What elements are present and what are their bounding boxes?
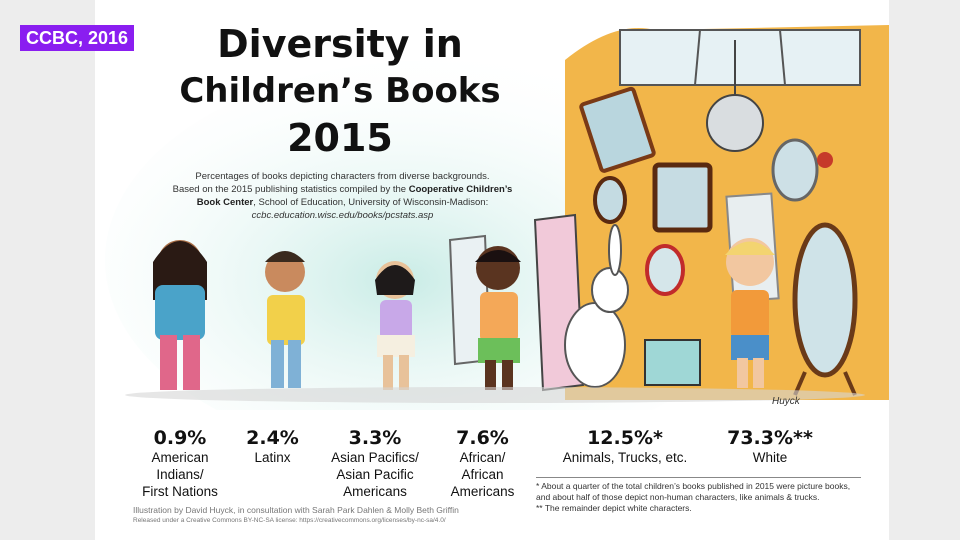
stat-value: 73.3%** — [727, 427, 813, 449]
wall-mirror — [771, 138, 819, 202]
illustration-credit: Illustration by David Huyck, in consulta… — [133, 505, 459, 515]
stat-label: Americans — [343, 484, 407, 499]
page-title: Diversity in Children’s Books 2015 — [179, 22, 501, 160]
child-figure — [375, 261, 415, 390]
source-url: ccbc.education.wisc.edu/books/pcstats.as… — [251, 210, 434, 221]
stat-label: Asian Pacifics/ — [331, 450, 419, 465]
stat-label: Asian Pacific — [336, 467, 414, 482]
child-figure — [725, 238, 775, 388]
wall-mirror — [579, 86, 656, 173]
caption: Percentages of books depicting character… — [140, 170, 545, 222]
stat-label: Americans — [450, 484, 515, 499]
wall-mirror — [652, 162, 713, 233]
standing-mirror — [792, 222, 858, 378]
stat-latinx: 2.4% Latinx — [240, 427, 305, 466]
footnotes: * About a quarter of the total children’… — [536, 477, 861, 514]
stat-african: 7.6% African/ African Americans — [440, 427, 525, 500]
artist-signature: Huyck — [772, 396, 800, 407]
footnote-animals: * About a quarter of the total children’… — [536, 481, 851, 502]
stool — [644, 339, 701, 386]
stat-value: 3.3% — [348, 427, 402, 449]
stat-label: Animals, Trucks, etc. — [562, 450, 688, 465]
child-figure — [265, 251, 305, 388]
license-note: Released under a Creative Commons BY-NC-… — [133, 517, 446, 524]
stat-value: 12.5%* — [587, 427, 663, 449]
disco-ball — [706, 94, 764, 152]
stat-value: 7.6% — [456, 427, 509, 449]
illustration — [105, 25, 889, 410]
footnote-white: ** The remainder depict white characters… — [536, 503, 692, 513]
stat-american-indians: 0.9% American Indians/ First Nations — [130, 427, 230, 500]
stat-label: African — [461, 467, 504, 482]
child-figure — [475, 246, 521, 390]
stat-value: 0.9% — [153, 427, 207, 449]
stat-white: 73.3%** White — [710, 427, 830, 466]
stat-label: African/ — [459, 450, 506, 465]
source-badge: CCBC, 2016 — [20, 25, 135, 51]
stat-label: White — [752, 450, 788, 465]
skylight — [619, 29, 861, 86]
stat-label: Latinx — [254, 450, 291, 465]
child-figure — [153, 240, 207, 390]
stat-animals-trucks: 12.5%* Animals, Trucks, etc. — [545, 427, 705, 466]
stat-label: Indians/ — [156, 467, 204, 482]
stat-asian-pacific: 3.3% Asian Pacifics/ Asian Pacific Ameri… — [315, 427, 435, 500]
infographic-slide: Diversity in Children’s Books 2015 Perce… — [95, 0, 889, 540]
rabbit-figure — [564, 224, 629, 388]
stat-value: 2.4% — [246, 427, 299, 449]
stat-label: American — [151, 450, 209, 465]
stat-label: First Nations — [142, 484, 218, 499]
